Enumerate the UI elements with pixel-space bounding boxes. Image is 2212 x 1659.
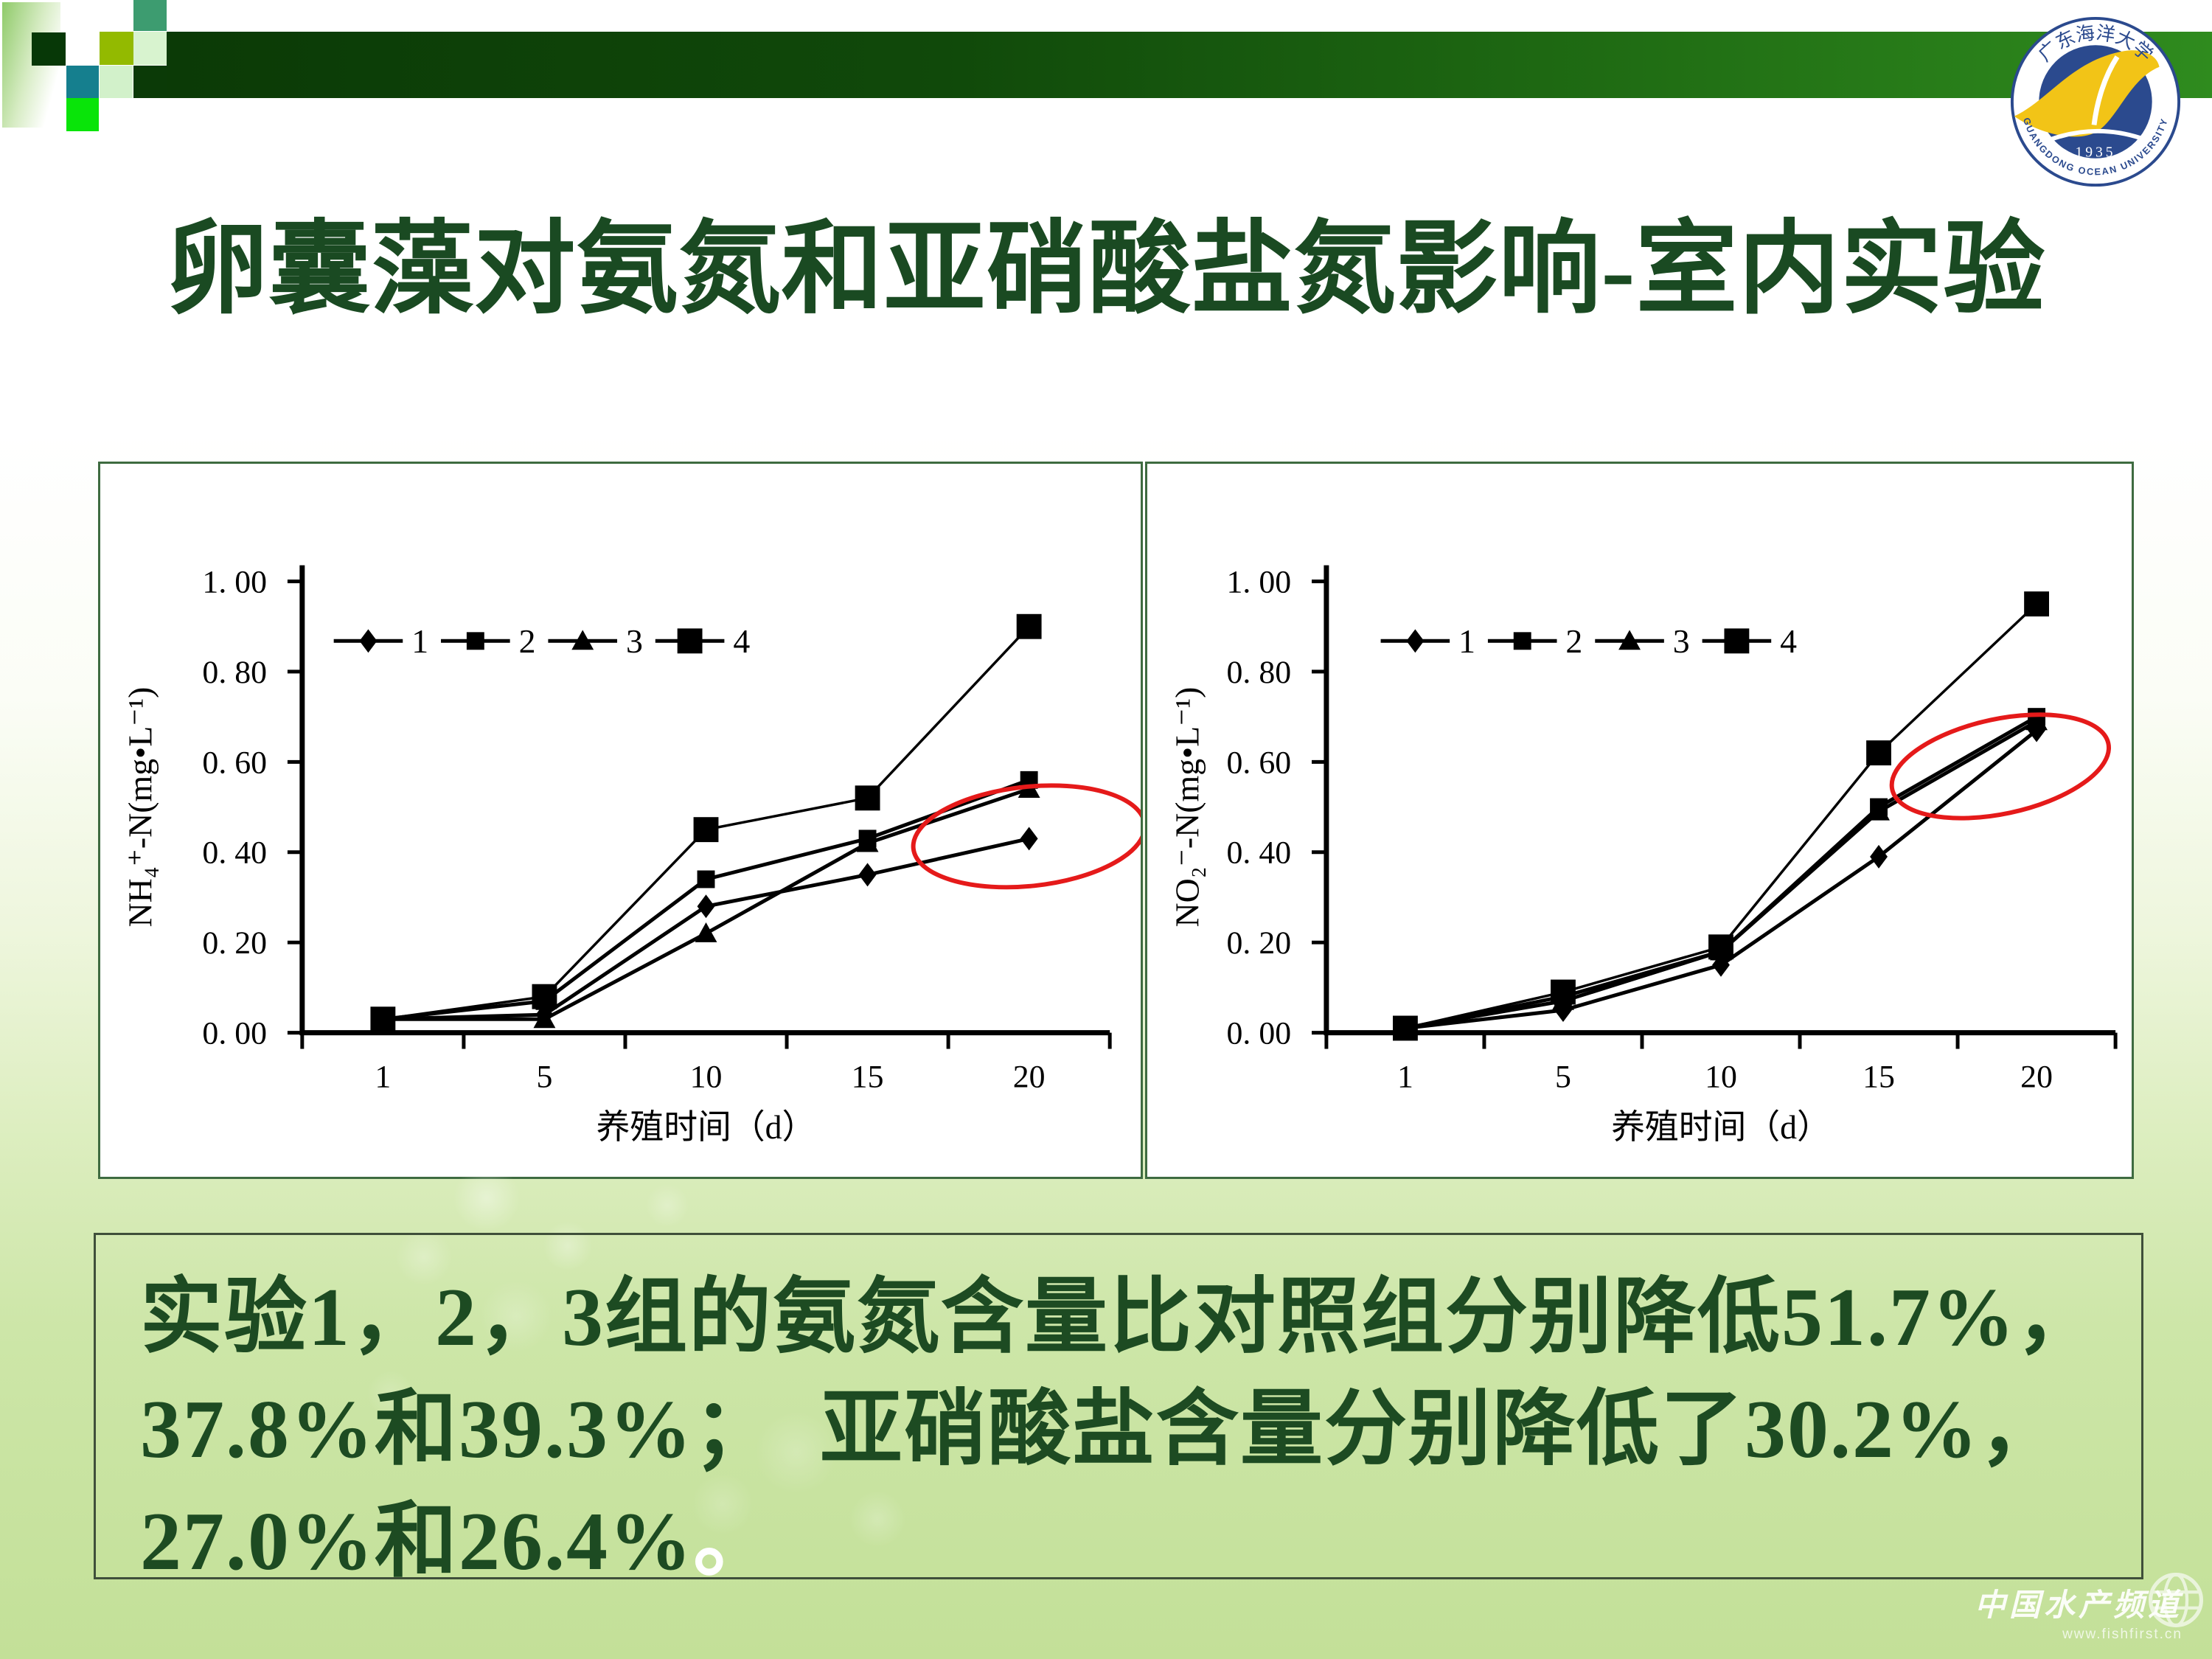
summary-line: 27.0%和26.4%。 <box>140 1496 777 1587</box>
series-4 <box>1393 591 2050 1041</box>
svg-text:2: 2 <box>519 622 536 660</box>
deco-square <box>133 32 167 65</box>
top-banner-step <box>133 66 167 98</box>
svg-text:养殖时间（d）: 养殖时间（d） <box>597 1108 816 1146</box>
annotation-ellipse <box>911 783 1141 890</box>
deco-square <box>100 32 133 65</box>
svg-text:0. 20: 0. 20 <box>1227 925 1292 961</box>
watermark-url: www.fishfirst.cn <box>2062 1627 2183 1642</box>
svg-text:5: 5 <box>1555 1059 1571 1094</box>
svg-text:0. 20: 0. 20 <box>202 925 267 961</box>
no2-chart: 0. 000. 200. 400. 600. 801. 001 5 10 15 20养殖… <box>1169 564 2118 1146</box>
svg-text:4: 4 <box>733 622 750 660</box>
svg-text:NH₄⁺-N(mg•L⁻¹): NH₄⁺-N(mg•L⁻¹) <box>122 687 159 928</box>
chart-legend: 1 2 3 4 <box>1380 622 1797 660</box>
svg-text:1. 00: 1. 00 <box>202 564 267 599</box>
svg-text:0. 60: 0. 60 <box>202 745 267 780</box>
svg-text:3: 3 <box>626 622 643 660</box>
logo-year: 1935 <box>2075 145 2115 161</box>
svg-text:0. 00: 0. 00 <box>1227 1016 1292 1051</box>
chart-axes: 0. 000. 200. 400. 600. 801. 001 5 10 15 20养殖… <box>1169 564 2118 1146</box>
svg-text:1: 1 <box>375 1059 391 1094</box>
svg-text:3: 3 <box>1673 622 1690 660</box>
chart-axes: 0. 000. 200. 400. 600. 801. 001 5 10 15 20养殖… <box>122 564 1112 1146</box>
svg-text:0. 40: 0. 40 <box>202 835 267 871</box>
series-3 <box>1394 710 2048 1037</box>
summary-box: 实验1，2，3组的氨氮含量比对照组分别降低51.7%， 37.8%和39.3%；… <box>94 1233 2143 1587</box>
summary-line: 37.8%和39.3%； 亚硝酸盐含量分别降低了30.2%， <box>140 1384 2063 1475</box>
svg-text:5: 5 <box>536 1059 552 1094</box>
svg-text:15: 15 <box>852 1059 884 1094</box>
svg-text:0. 60: 0. 60 <box>1227 745 1292 780</box>
svg-text:15: 15 <box>1863 1059 1895 1094</box>
deco-square <box>66 66 99 98</box>
series-2 <box>1396 708 2046 1037</box>
globe-icon <box>2149 1573 2203 1627</box>
logo-sail-slit <box>2091 55 2120 125</box>
svg-text:4: 4 <box>1780 622 1797 660</box>
summary-line: 实验1，2，3组的氨氮含量比对照组分别降低51.7%， <box>140 1272 2100 1363</box>
svg-text:1: 1 <box>1397 1059 1413 1094</box>
svg-text:1. 00: 1. 00 <box>1227 564 1292 599</box>
svg-text:10: 10 <box>690 1059 723 1094</box>
chart-panel-nh4: 0. 00 0. 20 0. 40 0. 60 0. 80 1. 00 1 5 10 15 20 养殖… <box>98 462 1143 1179</box>
deco-square <box>66 98 99 131</box>
university-logo: 1935 广东海洋大学 GUANGDONG OCEAN UNIVERSITY <box>2010 16 2181 187</box>
annotation-ellipse <box>1889 712 2111 821</box>
chart-panel-no2: 0. 00 0. 20 0. 40 0. 60 0. 80 1. 00 1 5 10 15 20 养殖… <box>1145 462 2134 1179</box>
svg-text:0. 00: 0. 00 <box>202 1016 267 1051</box>
watermark-name: 中国水产频道 <box>1974 1589 2183 1623</box>
top-banner <box>167 32 2212 98</box>
svg-text:0. 80: 0. 80 <box>1227 655 1292 690</box>
logo-sail-icon <box>2014 50 2160 137</box>
svg-text:养殖时间（d）: 养殖时间（d） <box>1611 1108 1831 1146</box>
svg-text:1: 1 <box>411 622 428 660</box>
svg-text:2: 2 <box>1565 622 1582 660</box>
watermark: 中国水产频道 www.fishfirst.cn <box>1974 1573 2203 1643</box>
summary-trailing-period: 。 <box>693 1496 777 1587</box>
svg-text:NO₂⁻-N(mg•L⁻¹): NO₂⁻-N(mg•L⁻¹) <box>1169 687 1206 928</box>
page-title: 卵囊藻对氨氮和亚硝酸盐氮影响-室内实验 <box>166 213 2046 326</box>
logo-wave-icon <box>2050 128 2141 142</box>
series-4 <box>370 613 1042 1032</box>
deco-square <box>32 32 66 66</box>
svg-text:20: 20 <box>2020 1059 2053 1094</box>
deco-square <box>100 66 133 98</box>
svg-text:1: 1 <box>1458 622 1475 660</box>
svg-text:10: 10 <box>1705 1059 1737 1094</box>
deco-square <box>133 0 167 31</box>
svg-text:0. 80: 0. 80 <box>202 655 267 690</box>
svg-text:20: 20 <box>1013 1059 1046 1094</box>
nh4-chart: 0. 000. 200. 400. 600. 801. 001 5 10 15 20养殖… <box>122 564 1141 1146</box>
chart-legend: 1 2 3 4 <box>333 622 750 660</box>
svg-text:0. 40: 0. 40 <box>1227 835 1292 871</box>
